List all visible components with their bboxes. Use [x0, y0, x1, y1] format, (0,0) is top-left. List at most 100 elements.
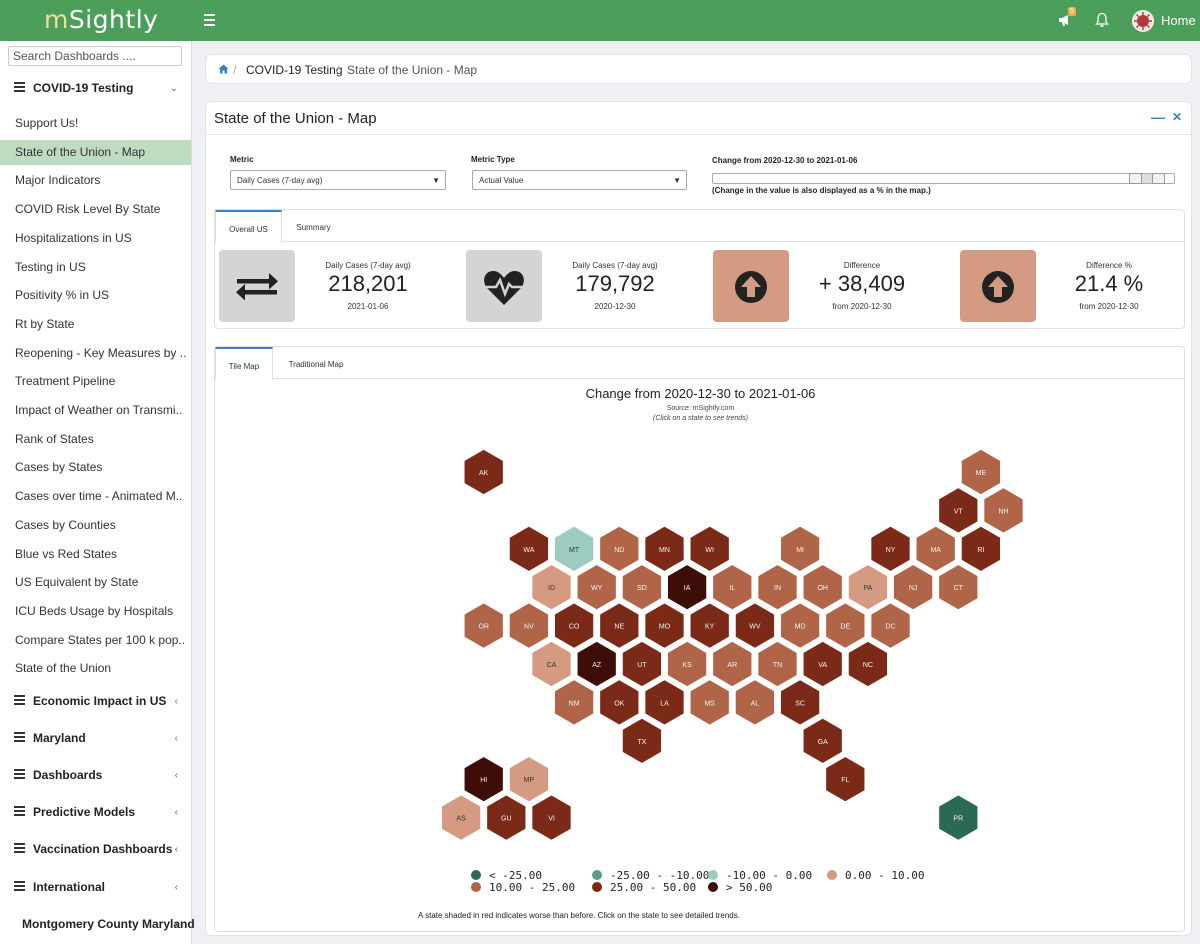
state-tile-tx[interactable]: TX — [621, 716, 663, 765]
metric-type-select[interactable]: Actual Value ▼ — [472, 170, 687, 190]
state-hex[interactable] — [508, 601, 550, 650]
state-tile-ne[interactable]: NE — [598, 601, 640, 650]
state-hex[interactable] — [643, 678, 686, 727]
breadcrumb-covid19-testing[interactable]: COVID-19 Testing — [246, 63, 343, 77]
tab-tile-map[interactable]: Tile Map — [215, 347, 273, 380]
dashboard-search-input[interactable] — [8, 46, 182, 66]
state-tile-md[interactable]: MD — [779, 601, 821, 650]
state-hex[interactable] — [847, 563, 889, 612]
state-hex[interactable] — [598, 601, 640, 650]
state-hex[interactable] — [440, 793, 482, 842]
home-icon[interactable] — [218, 64, 229, 74]
sidebar-group[interactable]: Montgomery County Maryland ‹ — [0, 909, 195, 939]
state-hex[interactable] — [734, 601, 776, 650]
close-icon[interactable]: ✕ — [1172, 110, 1183, 124]
state-hex[interactable] — [779, 678, 821, 727]
app-logo[interactable]: mSightly — [44, 5, 159, 34]
state-tile-co[interactable]: CO — [553, 601, 595, 650]
sidebar-item[interactable]: Positivity % in US — [15, 288, 110, 303]
state-tile-tn[interactable]: TN — [756, 640, 799, 688]
state-hex[interactable] — [937, 486, 979, 535]
state-tile-hi[interactable]: HI — [463, 755, 505, 804]
state-tile-nj[interactable]: NJ — [892, 563, 934, 612]
state-hex[interactable] — [553, 678, 595, 727]
state-hex[interactable] — [937, 563, 979, 612]
state-hex[interactable] — [802, 563, 844, 612]
state-tile-ut[interactable]: UT — [621, 640, 663, 688]
state-tile-de[interactable]: DE — [824, 601, 866, 650]
state-tile-nm[interactable]: NM — [553, 678, 595, 727]
state-tile-or[interactable]: OR — [463, 601, 505, 650]
sidebar-item[interactable]: Treatment Pipeline — [15, 374, 116, 389]
state-tile-ms[interactable]: MS — [689, 678, 731, 727]
sidebar-toggle-icon[interactable] — [204, 14, 215, 26]
sidebar-item[interactable]: Rank of States — [15, 431, 94, 446]
state-tile-va[interactable]: VA — [802, 640, 844, 688]
sidebar-item[interactable]: Cases by Counties — [15, 517, 116, 532]
sidebar-item[interactable]: Compare States per 100 k pop.. — [15, 632, 186, 647]
state-hex[interactable] — [982, 486, 1025, 535]
state-hex[interactable] — [621, 716, 663, 765]
state-tile-ak[interactable]: AK — [463, 448, 505, 496]
state-hex[interactable] — [779, 524, 821, 573]
state-tile-mn[interactable]: MN — [643, 524, 686, 573]
state-hex[interactable] — [508, 755, 550, 804]
tab-overall-us[interactable]: Overall US — [215, 210, 282, 243]
state-tile-az[interactable]: AZ — [576, 640, 618, 688]
state-hex[interactable] — [643, 524, 686, 573]
bell-icon[interactable] — [1095, 12, 1109, 28]
state-tile-wv[interactable]: WV — [734, 601, 776, 650]
sidebar-item[interactable]: Reopening - Key Measures by .. — [15, 345, 187, 360]
state-tile-gu[interactable]: GU — [485, 793, 527, 842]
sidebar-item[interactable]: State of the Union - Map — [0, 139, 191, 165]
state-hex[interactable] — [553, 601, 595, 650]
sidebar-item[interactable]: Rt by State — [15, 316, 75, 331]
state-tile-ct[interactable]: CT — [937, 563, 979, 612]
state-tile-ar[interactable]: AR — [711, 640, 753, 688]
sidebar-group[interactable]: International ‹ — [0, 872, 192, 902]
state-hex[interactable] — [576, 563, 618, 612]
sidebar-item[interactable]: Cases over time - Animated M.. — [15, 489, 183, 504]
sidebar-group[interactable]: Predictive Models ‹ — [0, 797, 192, 827]
minimize-icon[interactable]: — — [1151, 109, 1165, 125]
state-tile-as[interactable]: AS — [440, 793, 482, 842]
state-hex[interactable] — [892, 563, 934, 612]
state-tile-vt[interactable]: VT — [937, 486, 979, 535]
state-hex[interactable] — [937, 793, 979, 842]
state-hex[interactable] — [756, 640, 799, 688]
state-tile-sc[interactable]: SC — [779, 678, 821, 727]
state-tile-mp[interactable]: MP — [508, 755, 550, 804]
state-tile-nh[interactable]: NH — [982, 486, 1025, 535]
sidebar-group[interactable]: Maryland ‹ — [0, 723, 192, 753]
state-hex[interactable] — [666, 563, 708, 612]
state-tile-mo[interactable]: MO — [643, 601, 686, 650]
state-hex[interactable] — [598, 524, 640, 573]
state-tile-wy[interactable]: WY — [576, 563, 618, 612]
state-hex[interactable] — [779, 601, 821, 650]
state-hex[interactable] — [802, 716, 844, 765]
state-hex[interactable] — [553, 524, 595, 573]
sidebar-item[interactable]: Cases by States — [15, 460, 103, 475]
state-hex[interactable] — [689, 601, 731, 650]
state-tile-ky[interactable]: KY — [689, 601, 731, 650]
state-hex[interactable] — [621, 563, 663, 612]
state-tile-pr[interactable]: PR — [937, 793, 979, 842]
megaphone-icon[interactable] — [1058, 13, 1072, 27]
sidebar-group[interactable]: Economic Impact in US ‹ — [0, 686, 192, 716]
state-tile-mt[interactable]: MT — [553, 524, 595, 573]
state-hex[interactable] — [576, 640, 618, 688]
state-hex[interactable] — [734, 678, 776, 727]
state-hex[interactable] — [689, 678, 731, 727]
state-tile-wi[interactable]: WI — [689, 524, 731, 573]
state-hex[interactable] — [508, 524, 550, 573]
slider-handle-end[interactable] — [1152, 173, 1166, 184]
state-tile-al[interactable]: AL — [734, 678, 776, 727]
state-hex[interactable] — [666, 640, 708, 688]
state-hex[interactable] — [960, 524, 1002, 573]
state-hex[interactable] — [802, 640, 844, 688]
sidebar-item[interactable]: Support Us! — [15, 116, 79, 130]
state-hex[interactable] — [621, 640, 663, 688]
sidebar-item[interactable]: Impact of Weather on Transmi.. — [15, 403, 183, 417]
state-tile-me[interactable]: ME — [960, 448, 1002, 496]
sidebar-item[interactable]: Blue vs Red States — [15, 546, 118, 561]
